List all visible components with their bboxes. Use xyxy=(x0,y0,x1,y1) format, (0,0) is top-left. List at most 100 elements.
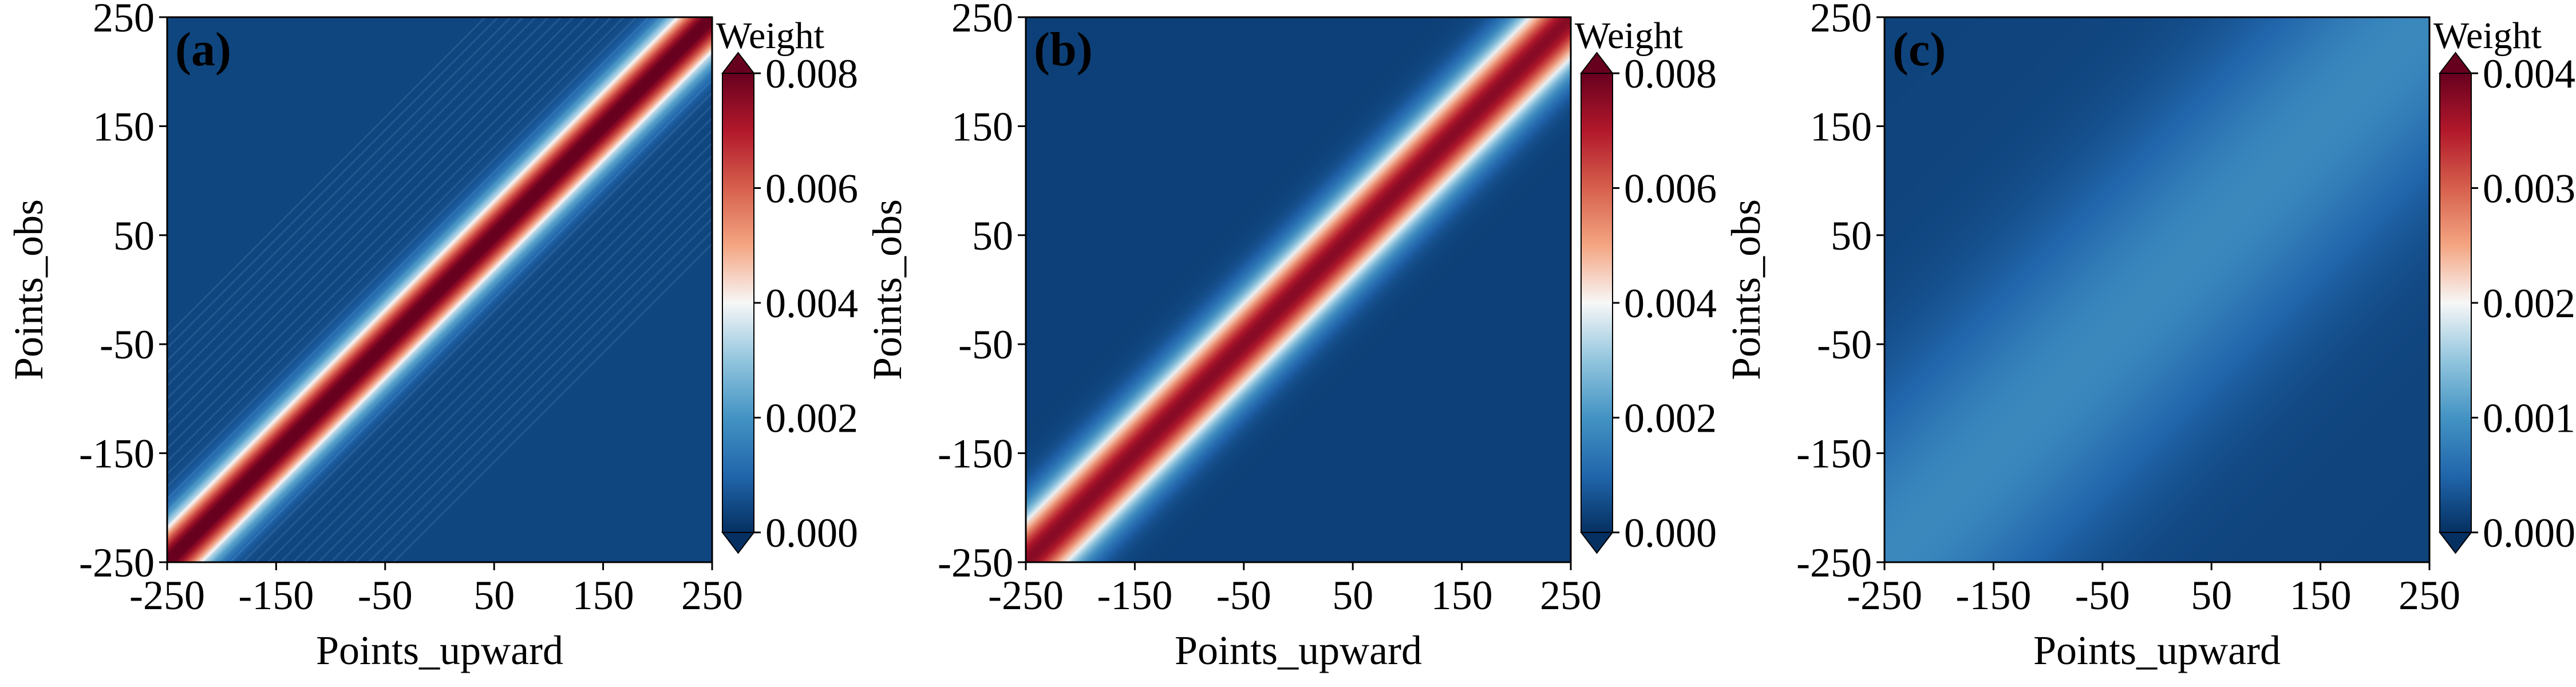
stripe-line xyxy=(167,17,625,476)
panel-label: (a) xyxy=(175,23,231,76)
x-tick-label: -150 xyxy=(1097,572,1172,618)
x-tick-label: -250 xyxy=(988,572,1064,618)
y-tick-label: 50 xyxy=(113,213,155,259)
stripe-line xyxy=(216,66,712,562)
y-tick-label: -150 xyxy=(79,431,155,477)
x-tick-label: -250 xyxy=(1847,572,1922,618)
stripe-line xyxy=(167,17,537,388)
stripe-line xyxy=(167,17,575,425)
x-tick-label: 150 xyxy=(2290,572,2352,618)
plot-frame xyxy=(1883,16,2431,563)
colorbar-extend-min xyxy=(1579,532,1614,554)
x-axis-label: Points_upward xyxy=(316,627,563,673)
x-tick-label: 50 xyxy=(2191,572,2232,618)
stripe-line xyxy=(317,167,712,562)
stripe-line xyxy=(267,116,712,562)
stripe-line xyxy=(368,217,712,562)
colorbar-tick-label: 0.008 xyxy=(765,51,858,97)
panel-b: -250 -150 -50 50 150 250 -250 -150 -50 50 150 250 Po… xyxy=(864,0,1717,673)
x-axis-label: Points_upward xyxy=(1175,627,1422,673)
stripe-line xyxy=(305,154,712,562)
colorbar-tick-label: 0.002 xyxy=(765,396,858,441)
diagonal-stripes xyxy=(167,17,712,562)
colorbar-extend-min xyxy=(2438,532,2473,554)
x-tick-label: -50 xyxy=(2075,572,2130,618)
stripe-line xyxy=(167,17,550,400)
colorbar-tick-label: 0.004 xyxy=(1624,281,1717,326)
y-tick-label: 250 xyxy=(951,0,1013,41)
plot-frame xyxy=(166,16,713,563)
stripe-line xyxy=(167,17,600,451)
stripe-line xyxy=(254,104,712,562)
stripe-line xyxy=(355,204,712,562)
stripe-line xyxy=(242,91,712,562)
y-tick-label: 150 xyxy=(951,104,1013,149)
y-tick-label: 250 xyxy=(1810,0,1872,41)
stripe-line xyxy=(393,242,712,562)
stripe-line xyxy=(380,230,712,562)
x-tick-label: 50 xyxy=(473,572,515,618)
stripe-line xyxy=(167,17,663,514)
x-tick-label: 150 xyxy=(1431,572,1493,618)
stripe-line xyxy=(167,17,524,375)
x-axis-label: Points_upward xyxy=(2033,627,2281,673)
colorbar-tick-label: 0.003 xyxy=(2483,166,2575,212)
y-tick-label: -150 xyxy=(938,431,1013,477)
heatmap-field xyxy=(1884,17,2429,562)
colorbar-tick-label: 0.000 xyxy=(1624,510,1717,556)
colorbar-tick-label: 0.006 xyxy=(1624,166,1717,212)
colorbar-tick-label: 0.001 xyxy=(2483,396,2575,441)
panel-c: -250 -150 -50 50 150 250 -250 -150 -50 50 150 250 Po… xyxy=(1723,0,2575,673)
heatmap-field xyxy=(167,17,712,562)
stripe-line xyxy=(167,17,562,413)
x-tick-label: -150 xyxy=(238,572,314,618)
colorbar-extend-min xyxy=(721,532,756,554)
x-tick-label: 50 xyxy=(1332,572,1373,618)
colorbar-title: Weight xyxy=(716,15,824,57)
colorbar-tick-label: 0.002 xyxy=(2483,281,2575,326)
colorbar-body xyxy=(2439,73,2472,533)
x-tick-label: -150 xyxy=(1955,572,2031,618)
stripe-line xyxy=(167,17,650,501)
colorbar-body xyxy=(722,73,754,533)
y-tick-label: -50 xyxy=(1817,322,1872,368)
stripe-line xyxy=(330,179,712,562)
y-tick-label: 150 xyxy=(93,104,155,149)
y-axis-label: Points_obs xyxy=(1723,199,1769,380)
colorbar-tick-label: 0.006 xyxy=(765,166,858,212)
x-tick-label: -50 xyxy=(1216,572,1271,618)
colorbar-tick-label: 0.000 xyxy=(2483,510,2575,556)
stripe-line xyxy=(229,78,712,562)
colorbar-title: Weight xyxy=(2433,15,2542,57)
y-tick-label: -50 xyxy=(100,322,155,368)
colorbar-tick-label: 0.004 xyxy=(765,281,858,326)
y-tick-label: -250 xyxy=(1796,540,1872,586)
x-tick-label: 250 xyxy=(2399,572,2460,618)
colorbar-tick-label: 0.002 xyxy=(1624,396,1717,441)
stripe-line xyxy=(167,17,638,488)
stripe-line xyxy=(167,17,613,463)
x-tick-label: 250 xyxy=(681,572,743,618)
y-tick-label: -250 xyxy=(79,540,155,586)
colorbar-tick-label: 0.008 xyxy=(1624,51,1717,97)
y-tick-label: 250 xyxy=(93,0,155,41)
stripe-line xyxy=(292,141,712,562)
y-tick-label: 150 xyxy=(1810,104,1872,149)
colorbar-tick-label: 0.000 xyxy=(765,510,858,556)
x-tick-label: 250 xyxy=(1540,572,1602,618)
y-tick-label: -150 xyxy=(1796,431,1872,477)
colorbar-title: Weight xyxy=(1575,15,1683,57)
y-tick-label: -50 xyxy=(958,322,1013,368)
stripe-line xyxy=(167,17,675,526)
y-tick-label: 50 xyxy=(972,213,1013,259)
stripe-line xyxy=(204,53,712,562)
panel-label: (b) xyxy=(1034,23,1093,76)
y-axis-label: Points_obs xyxy=(864,199,910,380)
stripe-line xyxy=(167,17,499,350)
colorbar-body xyxy=(1581,73,1613,533)
stripe-line xyxy=(167,17,587,438)
y-tick-label: 50 xyxy=(1831,213,1872,259)
